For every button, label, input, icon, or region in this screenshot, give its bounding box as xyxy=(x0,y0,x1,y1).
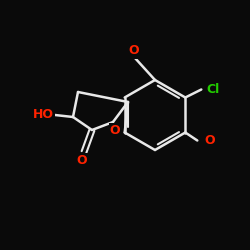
Text: O: O xyxy=(204,134,214,147)
Text: Cl: Cl xyxy=(207,83,220,96)
Text: O: O xyxy=(77,154,87,166)
Text: HO: HO xyxy=(32,108,54,120)
Text: O: O xyxy=(129,44,139,58)
Text: O: O xyxy=(110,124,120,136)
